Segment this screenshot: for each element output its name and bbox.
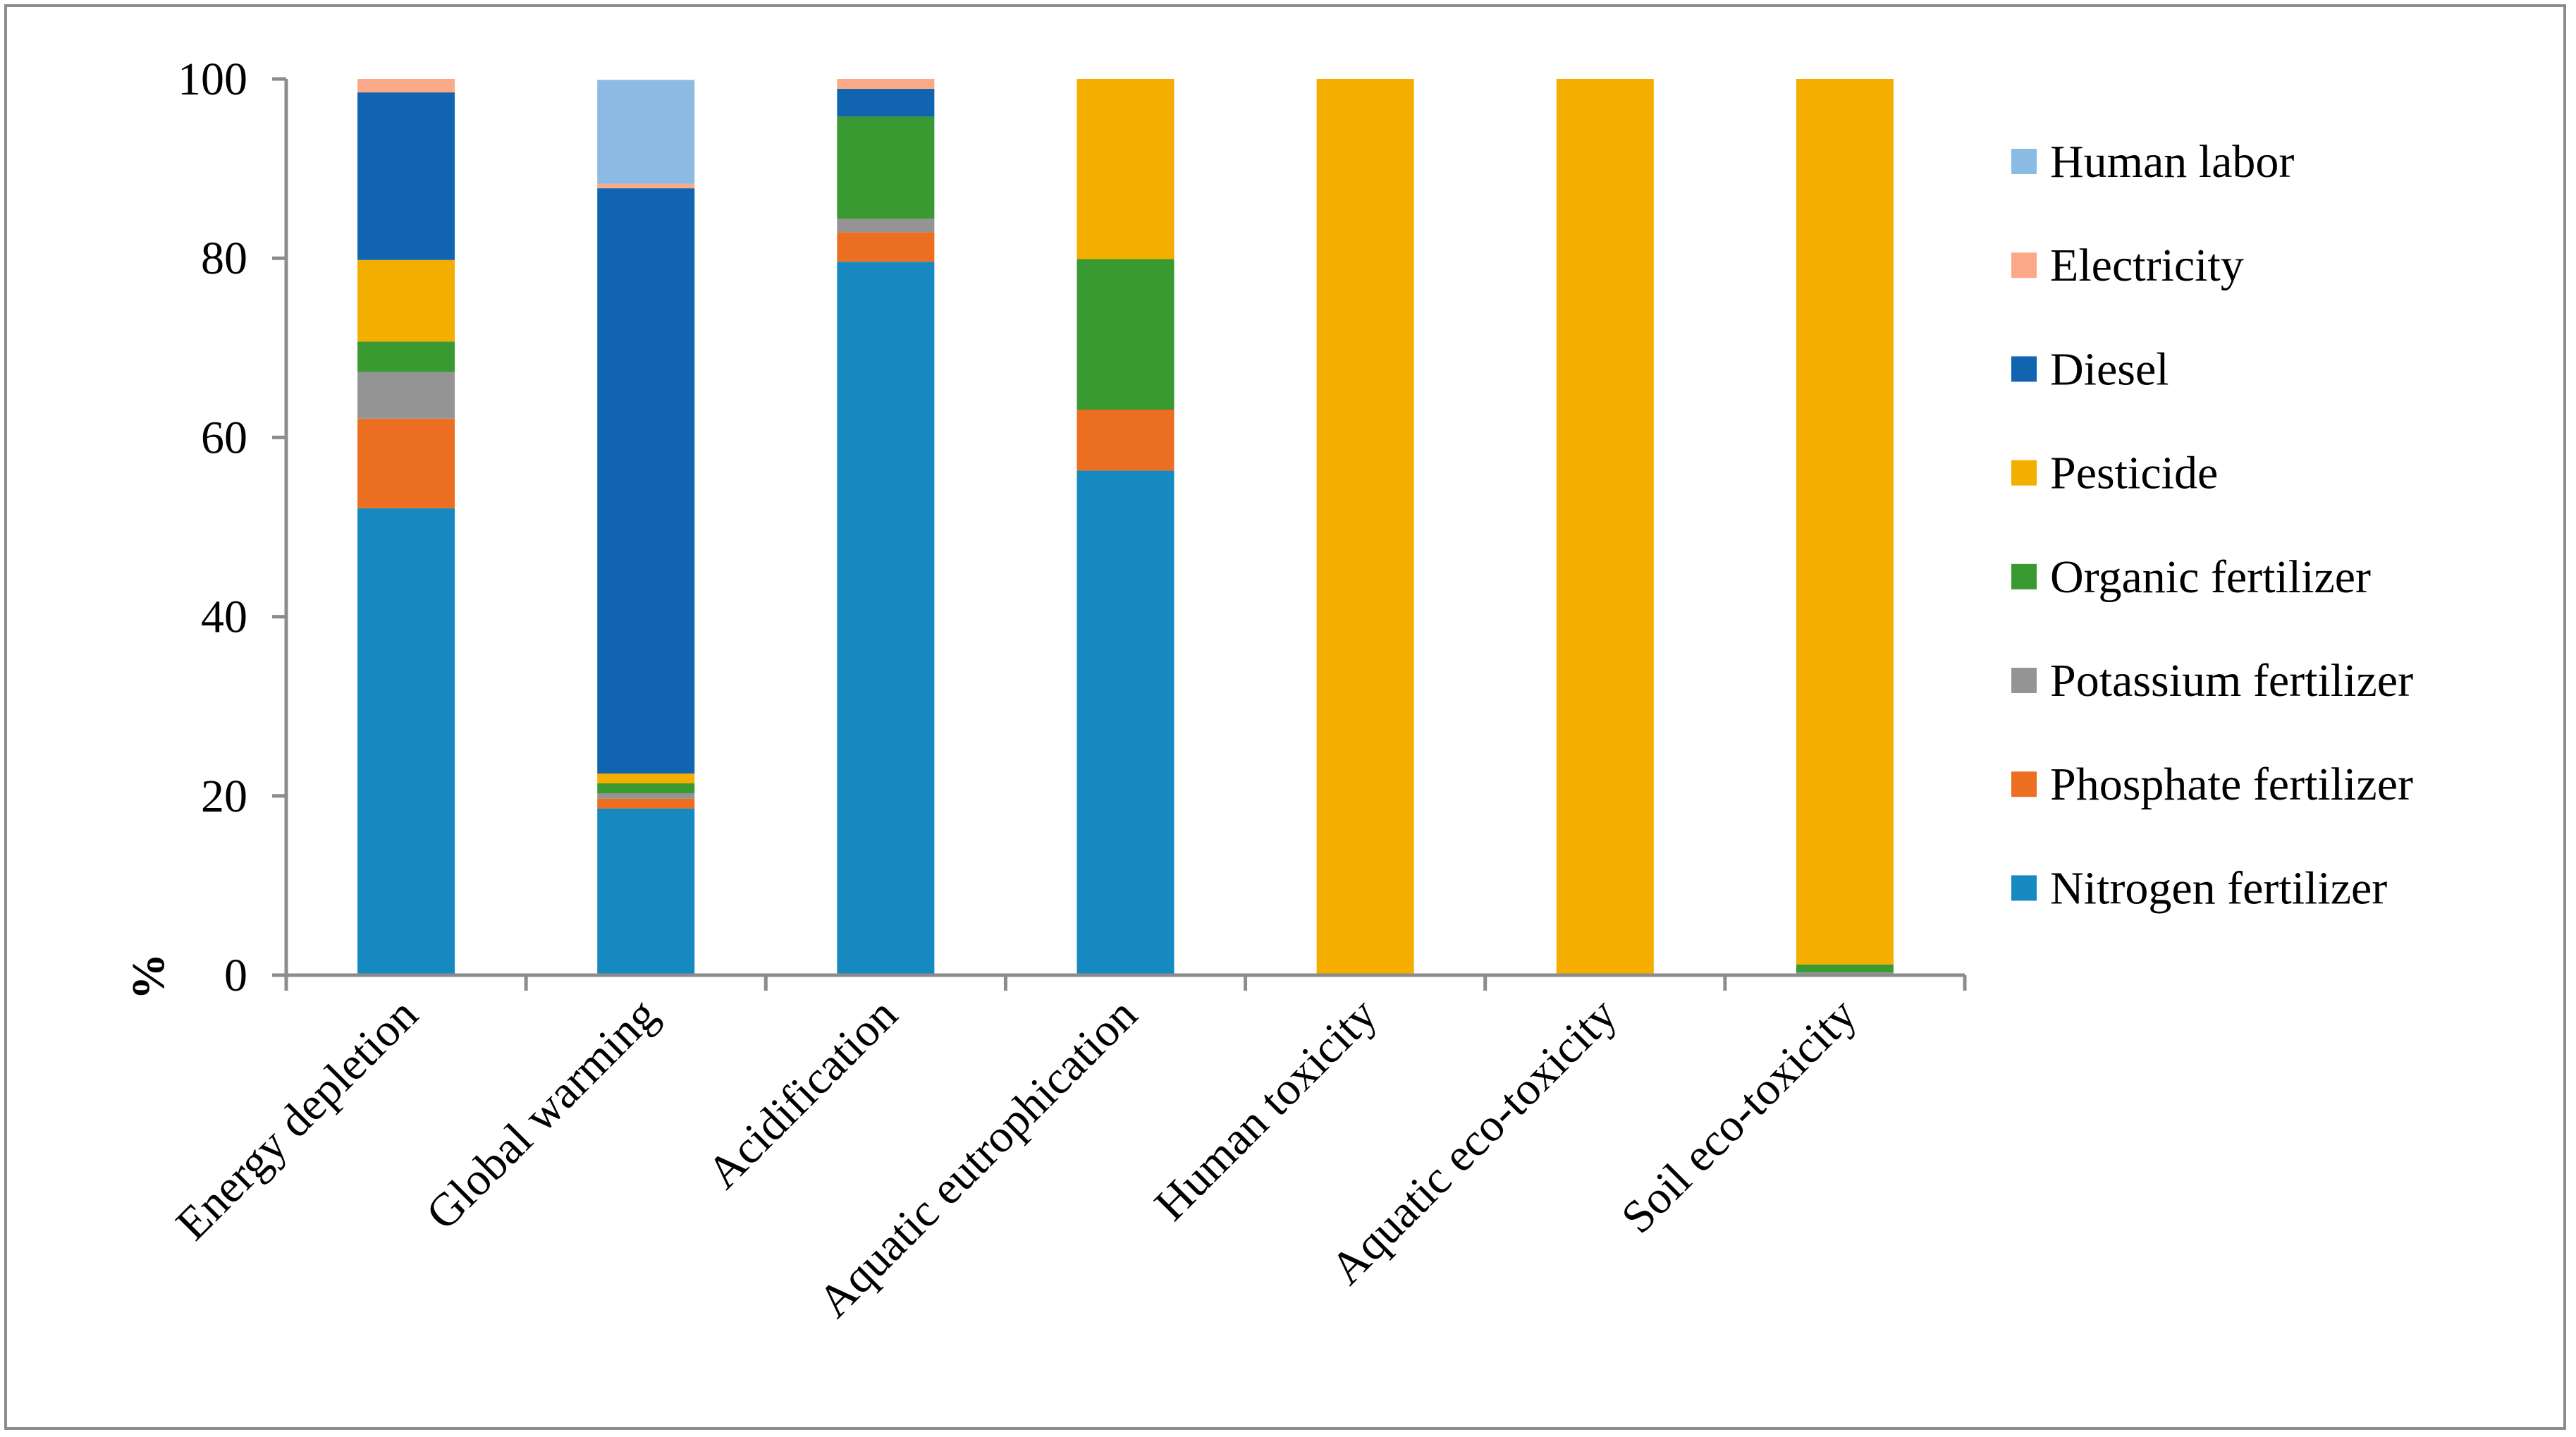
- y-tick-label: 60: [201, 412, 247, 463]
- bar-segment-phosphate-fertilizer: [597, 798, 695, 809]
- legend-item: Diesel: [2011, 343, 2169, 395]
- bar-segment-organic-fertilizer: [1077, 259, 1174, 410]
- bar-segment-pesticide: [1796, 79, 1894, 965]
- legend-label: Electricity: [2050, 240, 2244, 291]
- bar-segment-electricity: [357, 79, 455, 93]
- legend-item: Human labor: [2011, 136, 2294, 188]
- bars: [357, 79, 1894, 975]
- legend-swatch: [2011, 460, 2037, 486]
- legend-swatch: [2011, 563, 2037, 589]
- bar-segment-human-labor: [597, 80, 695, 184]
- bar-segment-pesticide: [1556, 79, 1654, 975]
- bar-segment-nitrogen-fertilizer: [597, 808, 695, 975]
- bar-segment-potassium-fertilizer: [837, 219, 935, 233]
- bar-segment-organic-fertilizer: [1796, 964, 1894, 973]
- legend-swatch: [2011, 668, 2037, 693]
- bar-segment-electricity: [597, 183, 695, 189]
- bar-segment-diesel: [597, 188, 695, 774]
- legend-label: Organic fertilizer: [2050, 551, 2371, 603]
- bar-segment-organic-fertilizer: [597, 783, 695, 793]
- bar-segment-phosphate-fertilizer: [357, 418, 455, 508]
- bar-segment-organic-fertilizer: [357, 341, 455, 372]
- bar-segment-electricity: [837, 79, 935, 89]
- bar-segment-diesel: [357, 92, 455, 260]
- bar-segment-nitrogen-fertilizer: [357, 508, 455, 975]
- legend-label: Potassium fertilizer: [2050, 655, 2413, 707]
- y-tick-label: 40: [201, 592, 247, 643]
- bar-segment-potassium-fertilizer: [357, 372, 455, 419]
- legend-label: Nitrogen fertilizer: [2050, 862, 2387, 914]
- bar-segment-nitrogen-fertilizer: [1077, 470, 1174, 975]
- bar-segment-pesticide: [357, 259, 455, 342]
- bar-segment-nitrogen-fertilizer: [837, 262, 935, 975]
- legend-item: Nitrogen fertilizer: [2011, 862, 2387, 914]
- y-tick-label: 20: [201, 771, 247, 822]
- bar-segment-potassium-fertilizer: [597, 793, 695, 799]
- bar-segment-organic-fertilizer: [837, 116, 935, 219]
- legend-item: Organic fertilizer: [2011, 551, 2371, 603]
- legend-swatch: [2011, 149, 2037, 174]
- legend-swatch: [2011, 252, 2037, 279]
- y-tick-label: 80: [201, 233, 247, 284]
- y-axis-label: %: [123, 953, 174, 1000]
- legend-label: Phosphate fertilizer: [2050, 759, 2413, 810]
- bar-segment-diesel: [837, 88, 935, 117]
- legend-label: Human labor: [2050, 136, 2294, 188]
- legend-label: Pesticide: [2050, 448, 2218, 499]
- legend-label: Diesel: [2050, 343, 2169, 395]
- legend: Human labor Electricity Diesel Pesticide Org…: [2011, 136, 2413, 914]
- legend-item: Potassium fertilizer: [2011, 655, 2413, 707]
- y-tick-label: 100: [178, 54, 247, 105]
- y-tick-label: 0: [224, 950, 247, 1001]
- bar-segment-phosphate-fertilizer: [1077, 409, 1174, 471]
- bar-segment-pesticide: [1316, 79, 1414, 975]
- bar-segment-phosphate-fertilizer: [837, 232, 935, 262]
- legend-item: Electricity: [2011, 240, 2244, 291]
- legend-swatch: [2011, 771, 2037, 797]
- bar-segment-pesticide: [1077, 79, 1174, 259]
- legend-swatch: [2011, 356, 2037, 382]
- legend-swatch: [2011, 875, 2037, 901]
- bar-segment-pesticide: [597, 773, 695, 784]
- legend-item: Phosphate fertilizer: [2011, 759, 2413, 810]
- legend-item: Pesticide: [2011, 448, 2218, 499]
